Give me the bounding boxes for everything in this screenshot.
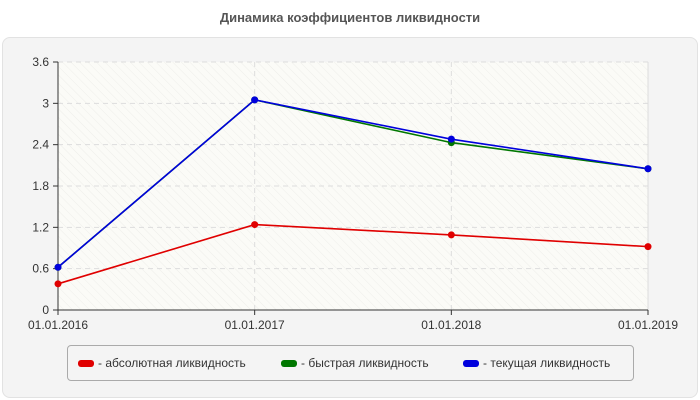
legend-swatch-green [281, 359, 297, 367]
y-tick-label: 1.2 [32, 220, 49, 234]
legend-item-absolute: - абсолютная ликвидность [78, 356, 246, 370]
legend-item-current: - текущая ликвидность [463, 356, 610, 370]
data-point[interactable] [644, 165, 652, 173]
series-line [54, 221, 652, 288]
y-tick-label: 0.6 [32, 262, 49, 276]
y-tick-label: 0 [42, 303, 49, 317]
legend-label: - текущая ликвидность [483, 356, 611, 370]
legend-label: - абсолютная ликвидность [98, 356, 246, 370]
data-point[interactable] [54, 280, 62, 288]
legend-swatch-blue [463, 359, 479, 367]
data-series [54, 96, 652, 288]
data-point[interactable] [644, 243, 652, 251]
x-tick-label: 01.01.2018 [421, 318, 481, 332]
series-line [54, 96, 652, 271]
chart-title: Динамика коэффициентов ликвидности [219, 10, 481, 25]
data-point[interactable] [447, 135, 455, 143]
data-point[interactable] [251, 221, 259, 229]
legend-item-quick: - быстрая ликвидность [281, 356, 429, 370]
x-tick-label: 01.01.2016 [28, 318, 88, 332]
legend-label: - быстрая ликвидность [301, 356, 429, 370]
chart-legend: - абсолютная ликвидность - быстрая ликви… [67, 345, 634, 381]
y-tick-label: 3 [42, 96, 49, 110]
legend-swatch-red [78, 359, 94, 367]
data-point[interactable] [251, 96, 259, 104]
y-tick-label: 2.4 [32, 138, 49, 152]
data-point[interactable] [447, 231, 455, 239]
y-tick-label: 3.6 [32, 55, 49, 69]
x-tick-label: 01.01.2019 [618, 318, 678, 332]
y-tick-label: 1.8 [32, 179, 49, 193]
grid-lines [58, 61, 649, 310]
data-point[interactable] [54, 263, 62, 271]
x-tick-label: 01.01.2017 [225, 318, 285, 332]
axes: 0 0.6 1.2 1.8 2.4 3 3.6 01.01.2016 01.01.2017 01.… [28, 55, 678, 332]
plot-area [58, 62, 648, 310]
